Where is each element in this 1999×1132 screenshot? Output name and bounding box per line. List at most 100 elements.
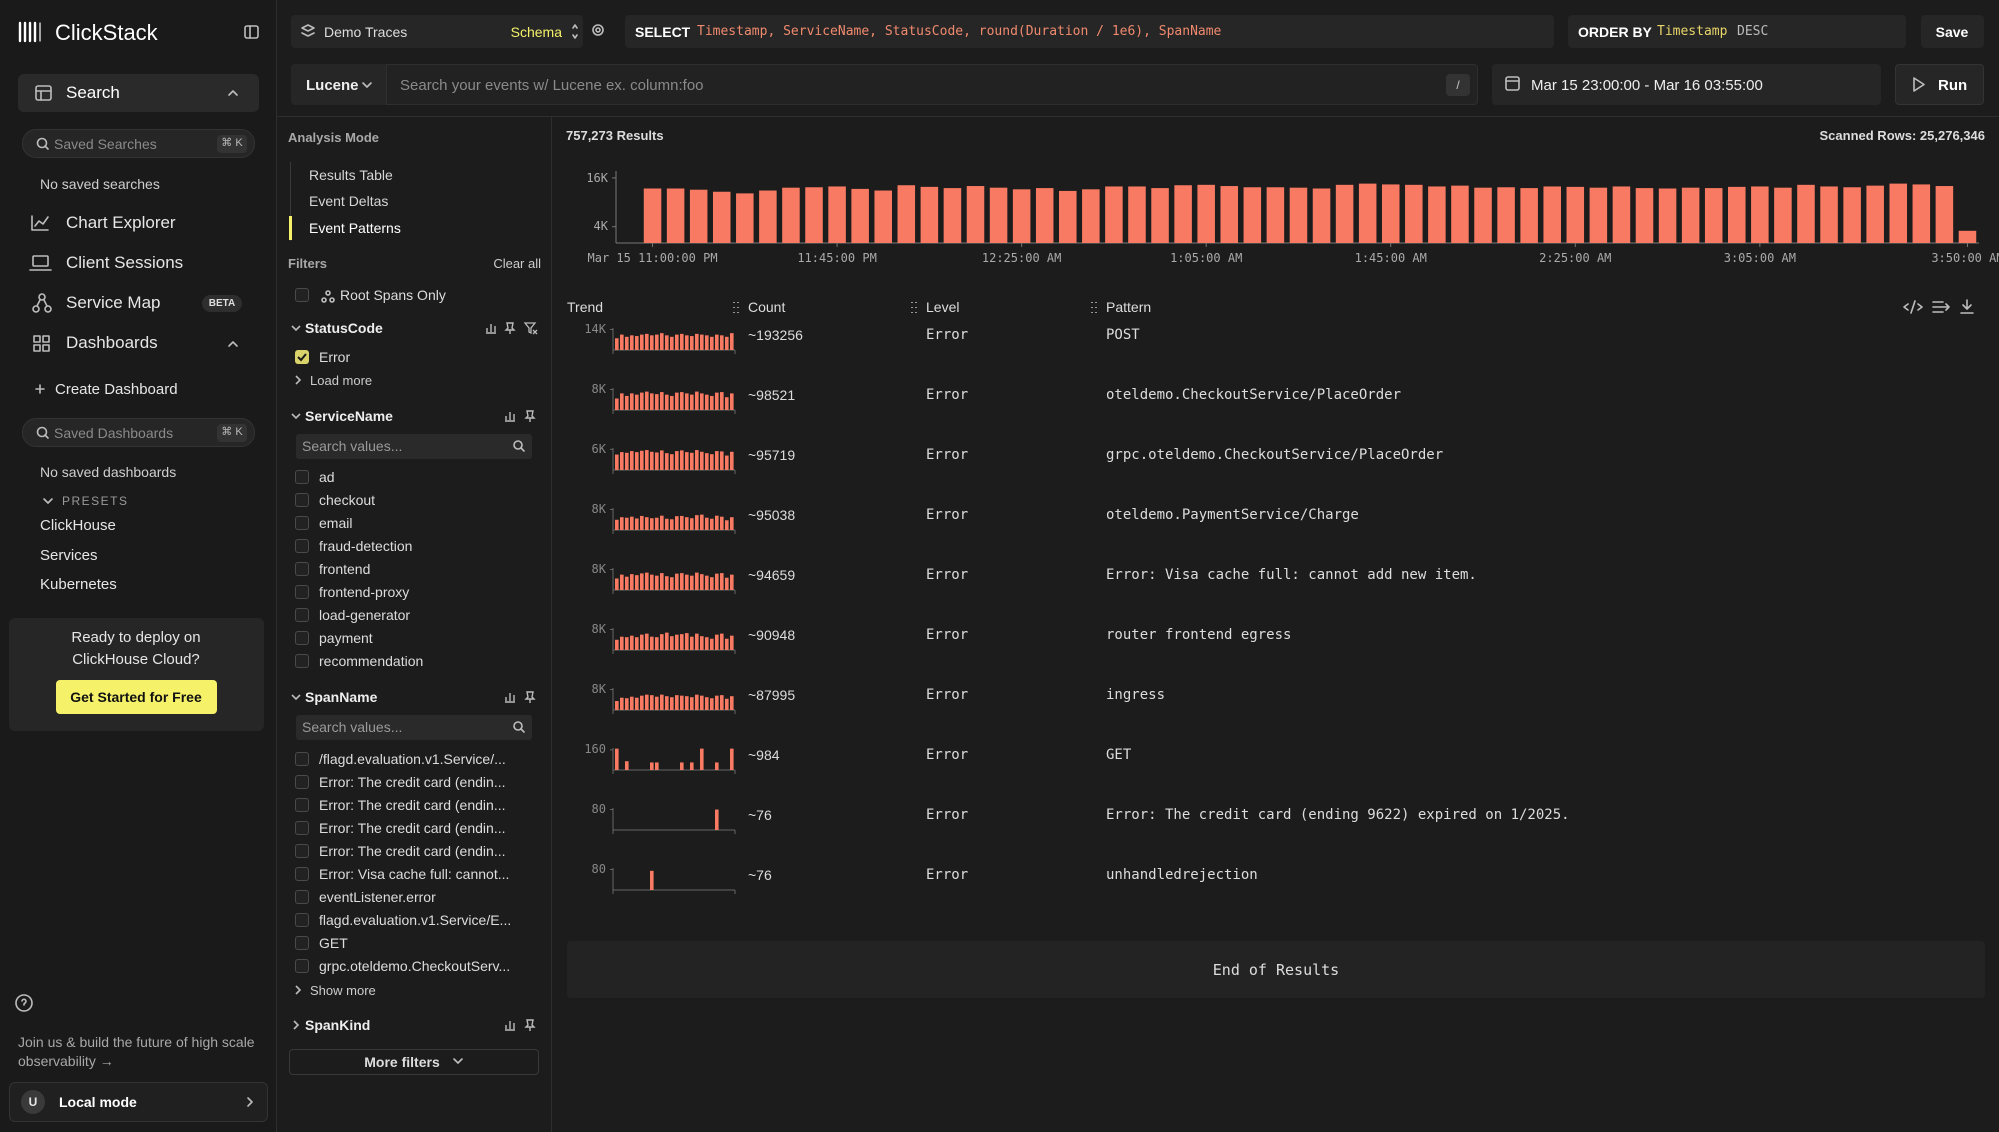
- trend-bar: [695, 450, 699, 470]
- filter-option[interactable]: /flagd.evaluation.v1.Service/...: [319, 749, 506, 769]
- preset-link[interactable]: Services: [40, 545, 98, 566]
- nav-item[interactable]: Search: [66, 81, 120, 105]
- filter-option[interactable]: GET: [319, 933, 348, 953]
- pattern-text[interactable]: Error: Visa cache full: cannot add new i…: [1106, 565, 1477, 585]
- trend-tick-label: 8K: [592, 501, 606, 518]
- y-tick-label: 4K: [594, 218, 608, 235]
- trend-bar: [650, 695, 654, 710]
- bar: [1336, 185, 1354, 243]
- group-icon: [526, 692, 534, 703]
- trend-bar: [690, 395, 694, 410]
- save-text[interactable]: Save: [1652, 22, 1999, 42]
- filter-option[interactable]: grpc.oteldemo.CheckoutServ...: [319, 956, 510, 976]
- column-header[interactable]: Level: [926, 297, 959, 317]
- schema-link[interactable]: Schema: [511, 22, 562, 42]
- filter-option[interactable]: eventListener.error: [319, 887, 436, 907]
- bar: [805, 187, 823, 243]
- column-header[interactable]: Count: [748, 297, 785, 317]
- trend-bar: [680, 450, 684, 470]
- filter-option[interactable]: Error: Visa cache full: cannot...: [319, 864, 509, 884]
- nav-item[interactable]: Create Dashboard: [55, 379, 178, 400]
- filter-option[interactable]: checkout: [319, 490, 375, 510]
- trend-bar: [675, 635, 679, 650]
- pattern-text[interactable]: oteldemo.CheckoutService/PlaceOrder: [1106, 385, 1401, 405]
- filter-option[interactable]: frontend-proxy: [319, 582, 409, 602]
- trend-bar: [710, 396, 714, 410]
- trend-bar: [615, 640, 619, 650]
- trend-bar: [630, 335, 634, 350]
- bar: [1889, 184, 1907, 243]
- trend-bar: [670, 454, 674, 470]
- bar: [1959, 231, 1977, 243]
- mode-option[interactable]: Results Table: [309, 165, 393, 185]
- trend-bar: [730, 636, 734, 650]
- filter-option[interactable]: fraud-detection: [319, 536, 412, 556]
- trend-bar: [620, 452, 624, 470]
- trend-bar: [680, 392, 684, 410]
- bar: [1659, 188, 1677, 243]
- preset-link[interactable]: Kubernetes: [40, 574, 117, 595]
- pattern-text[interactable]: unhandledrejection: [1106, 865, 1258, 885]
- filter-option[interactable]: Error: The credit card (endin...: [319, 841, 505, 861]
- filter-option[interactable]: ad: [319, 467, 335, 487]
- trend-bar: [680, 573, 684, 590]
- group-name[interactable]: SpanName: [305, 687, 377, 707]
- trend-tick-label: 14K: [584, 321, 606, 338]
- filter-option[interactable]: payment: [319, 628, 373, 648]
- bar: [736, 193, 754, 243]
- column-header[interactable]: Pattern: [1106, 297, 1151, 317]
- brand: ClickStack: [55, 17, 158, 48]
- filter-option[interactable]: Error: The credit card (endin...: [319, 795, 505, 815]
- trend-bar: [645, 450, 649, 470]
- group-name[interactable]: SpanKind: [305, 1015, 370, 1035]
- pattern-text[interactable]: oteldemo.PaymentService/Charge: [1106, 505, 1359, 525]
- mode-option[interactable]: Event Patterns: [309, 218, 401, 238]
- source-name: Demo Traces: [324, 22, 407, 42]
- group-name[interactable]: StatusCode: [305, 318, 383, 338]
- more-link[interactable]: Load more: [310, 372, 372, 390]
- trend-bar: [620, 393, 624, 410]
- filter-option[interactable]: Error: The credit card (endin...: [319, 772, 505, 792]
- filter-option[interactable]: frontend: [319, 559, 370, 579]
- more-link[interactable]: Show more: [310, 982, 376, 1000]
- bar: [1590, 188, 1608, 243]
- trend-bar: [665, 519, 669, 530]
- trend-bar: [670, 697, 674, 710]
- nav-item[interactable]: Chart Explorer: [66, 211, 176, 235]
- trend-bar: [715, 696, 719, 710]
- trend-bar: [635, 395, 639, 410]
- filter-option[interactable]: Root Spans Only: [340, 285, 446, 305]
- pattern-text[interactable]: GET: [1106, 745, 1131, 765]
- trend-bar: [665, 696, 669, 710]
- preset-link[interactable]: ClickHouse: [40, 515, 116, 536]
- trend-bar: [710, 577, 714, 590]
- group-name[interactable]: ServiceName: [305, 406, 393, 426]
- pattern-text[interactable]: grpc.oteldemo.CheckoutService/PlaceOrder: [1106, 445, 1443, 465]
- trend-bar: [620, 335, 624, 350]
- filter-option[interactable]: recommendation: [319, 651, 423, 671]
- filter-option[interactable]: flagd.evaluation.v1.Service/E...: [319, 910, 511, 930]
- pattern-text[interactable]: Error: The credit card (ending 9622) exp…: [1106, 805, 1570, 825]
- bar: [1428, 186, 1446, 243]
- pattern-text[interactable]: ingress: [1106, 685, 1165, 705]
- trend-bar: [715, 574, 719, 590]
- trend-bar: [660, 392, 664, 410]
- trend-bar: [650, 452, 654, 470]
- filter-option[interactable]: load-generator: [319, 605, 410, 625]
- filter-option[interactable]: email: [319, 513, 352, 533]
- filter-option[interactable]: Error: [319, 347, 350, 367]
- filter-option[interactable]: Error: The credit card (endin...: [319, 818, 505, 838]
- bar: [1797, 185, 1815, 243]
- run-text[interactable]: Run: [1938, 75, 1967, 96]
- chevron: [294, 1021, 298, 1029]
- bar: [1728, 187, 1746, 243]
- column-header[interactable]: Trend: [567, 297, 603, 317]
- trend-bar: [645, 573, 649, 590]
- more-filters-text[interactable]: More filters: [102, 1052, 702, 1072]
- pattern-text[interactable]: router frontend egress: [1106, 625, 1291, 645]
- nav-item[interactable]: Dashboards: [66, 331, 158, 355]
- nav-item[interactable]: Client Sessions: [66, 251, 183, 275]
- mode-option[interactable]: Event Deltas: [309, 191, 388, 211]
- bar: [944, 188, 962, 243]
- pattern-text[interactable]: POST: [1106, 325, 1140, 345]
